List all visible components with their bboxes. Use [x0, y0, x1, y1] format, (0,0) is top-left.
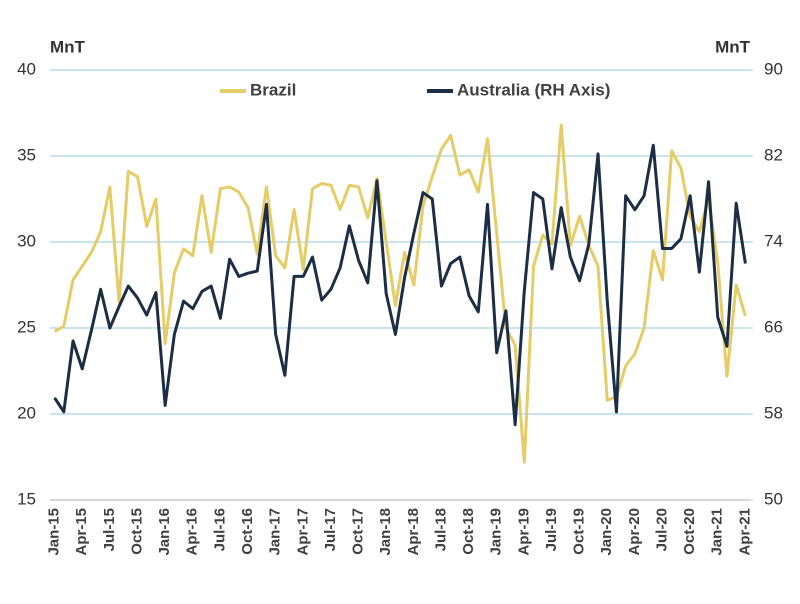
x-tick-label: Oct-20	[681, 508, 698, 555]
x-tick-label: Jan-15	[46, 508, 63, 556]
x-tick-label: Jan-18	[377, 508, 394, 556]
x-tick-label: Apr-18	[405, 508, 422, 556]
y2-tick-label: 66	[764, 317, 783, 336]
x-tick-label: Apr-16	[184, 508, 201, 556]
legend-label: Brazil	[250, 80, 296, 99]
line-series	[53, 143, 747, 427]
x-tick-label: Oct-17	[350, 508, 367, 555]
x-tick-label: Jan-21	[709, 508, 726, 556]
x-tick-label: Jul-20	[653, 508, 670, 551]
x-tick-label: Oct-15	[128, 508, 145, 555]
x-tick-label: Apr-19	[515, 508, 532, 556]
x-tick-label: Apr-17	[294, 508, 311, 556]
y2-tick-label: 50	[764, 489, 783, 508]
y-tick-label: 30	[17, 231, 36, 250]
y2-tick-label: 74	[764, 231, 783, 250]
y-tick-label: 15	[17, 489, 36, 508]
y2-axis-label: MnT	[715, 37, 751, 56]
x-tick-label: Jul-18	[432, 508, 449, 551]
x-tick-label: Oct-18	[460, 508, 477, 555]
x-tick-label: Apr-21	[736, 508, 753, 556]
x-tick-label: Jan-20	[598, 508, 615, 556]
x-tick-label: Jan-17	[267, 508, 284, 556]
y2-tick-label: 58	[764, 403, 783, 422]
y-tick-label: 20	[17, 403, 36, 422]
x-tick-label: Jul-16	[211, 508, 228, 551]
y-tick-label: 35	[17, 145, 36, 164]
x-tick-label: Jul-15	[101, 508, 118, 551]
legend-label: Australia (RH Axis)	[457, 80, 610, 99]
y2-tick-label: 90	[764, 59, 783, 78]
y-tick-label: 25	[17, 317, 36, 336]
x-tick-label: Jan-16	[156, 508, 173, 556]
x-tick-label: Jan-19	[488, 508, 505, 556]
y2-tick-label: 82	[764, 145, 783, 164]
y-axis-label: MnT	[50, 37, 86, 56]
y-tick-label: 40	[17, 59, 36, 78]
x-tick-label: Apr-15	[73, 508, 90, 556]
x-tick-label: Jul-17	[322, 508, 339, 551]
x-tick-label: Apr-20	[626, 508, 643, 556]
x-tick-label: Oct-19	[571, 508, 588, 555]
line-series	[53, 123, 747, 464]
x-tick-label: Oct-16	[239, 508, 256, 555]
x-tick-label: Jul-19	[543, 508, 560, 551]
